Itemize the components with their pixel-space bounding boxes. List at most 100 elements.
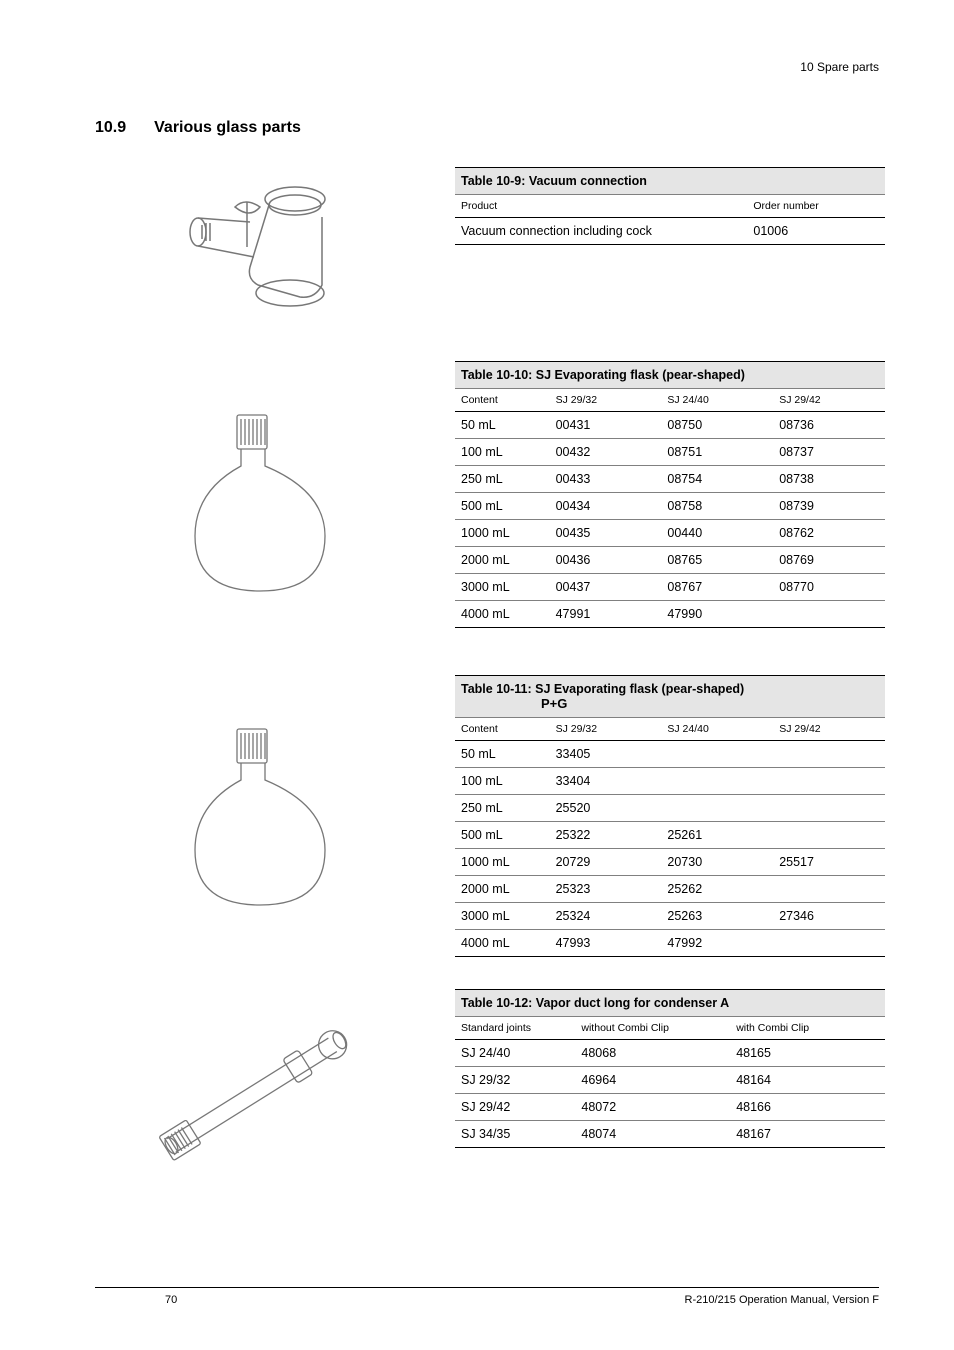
cell: 00440 bbox=[661, 520, 773, 547]
table-row: 50 mL004310875008736 bbox=[455, 412, 885, 439]
cell: SJ 29/42 bbox=[455, 1094, 575, 1121]
table-row: 1000 mL004350044008762 bbox=[455, 520, 885, 547]
cell: 250 mL bbox=[455, 466, 550, 493]
cell: 25261 bbox=[661, 822, 773, 849]
cell: 08738 bbox=[773, 466, 885, 493]
table-row: SJ 29/324696448164 bbox=[455, 1067, 885, 1094]
col-header: Order number bbox=[747, 195, 885, 218]
table-title: Table 10-11: SJ Evaporating flask (pear-… bbox=[455, 676, 885, 718]
table-title: Table 10-9: Vacuum connection bbox=[455, 168, 885, 195]
cell: 500 mL bbox=[455, 822, 550, 849]
cell: SJ 29/32 bbox=[455, 1067, 575, 1094]
cell: 08762 bbox=[773, 520, 885, 547]
col-header: SJ 24/40 bbox=[661, 718, 773, 741]
cell: 00434 bbox=[550, 493, 662, 520]
cell: 48166 bbox=[730, 1094, 885, 1121]
cell: 08750 bbox=[661, 412, 773, 439]
cell: 25324 bbox=[550, 903, 662, 930]
cell bbox=[773, 822, 885, 849]
cell: 50 mL bbox=[455, 412, 550, 439]
cell: 25517 bbox=[773, 849, 885, 876]
cell: 100 mL bbox=[455, 768, 550, 795]
cell: 3000 mL bbox=[455, 903, 550, 930]
table-row: 1000 mL207292073025517 bbox=[455, 849, 885, 876]
section-heading: 10.9Various glass parts bbox=[95, 119, 879, 137]
cell: 00437 bbox=[550, 574, 662, 601]
col-header: Content bbox=[455, 389, 550, 412]
cell: 2000 mL bbox=[455, 876, 550, 903]
cell: 00436 bbox=[550, 547, 662, 574]
cell: 08736 bbox=[773, 412, 885, 439]
cell: 01006 bbox=[747, 218, 885, 245]
cell: 48068 bbox=[575, 1040, 730, 1067]
cell: 00435 bbox=[550, 520, 662, 547]
cell bbox=[661, 741, 773, 768]
col-header: with Combi Clip bbox=[730, 1017, 885, 1040]
cell bbox=[773, 601, 885, 628]
table-10-12: Table 10-12: Vapor duct long for condens… bbox=[455, 989, 885, 1148]
cell: 08751 bbox=[661, 439, 773, 466]
illustration-evap-flask-pg bbox=[95, 675, 425, 965]
cell: 25322 bbox=[550, 822, 662, 849]
cell: 48167 bbox=[730, 1121, 885, 1148]
cell: 25263 bbox=[661, 903, 773, 930]
col-header: SJ 29/32 bbox=[550, 389, 662, 412]
table-row: 250 mL25520 bbox=[455, 795, 885, 822]
cell: Vacuum connection including cock bbox=[455, 218, 747, 245]
table-title: Table 10-12: Vapor duct long for condens… bbox=[455, 990, 885, 1017]
cell: 27346 bbox=[773, 903, 885, 930]
manual-title: R-210/215 Operation Manual, Version F bbox=[685, 1294, 879, 1306]
table-row: 2000 mL004360876508769 bbox=[455, 547, 885, 574]
col-header: Product bbox=[455, 195, 747, 218]
table-row: SJ 29/424807248166 bbox=[455, 1094, 885, 1121]
illustration-vacuum-connection bbox=[95, 167, 425, 337]
col-header: without Combi Clip bbox=[575, 1017, 730, 1040]
cell bbox=[773, 741, 885, 768]
cell: 47993 bbox=[550, 930, 662, 957]
cell: 4000 mL bbox=[455, 601, 550, 628]
cell: 00432 bbox=[550, 439, 662, 466]
cell: 1000 mL bbox=[455, 849, 550, 876]
col-header: SJ 29/42 bbox=[773, 389, 885, 412]
cell: 48074 bbox=[575, 1121, 730, 1148]
table-row: 50 mL33405 bbox=[455, 741, 885, 768]
table-row: SJ 24/404806848165 bbox=[455, 1040, 885, 1067]
col-header: SJ 24/40 bbox=[661, 389, 773, 412]
cell: 00431 bbox=[550, 412, 662, 439]
cell: 46964 bbox=[575, 1067, 730, 1094]
table-row: Vacuum connection including cock 01006 bbox=[455, 218, 885, 245]
cell: 2000 mL bbox=[455, 547, 550, 574]
section-title: Various glass parts bbox=[154, 119, 301, 136]
table-row: 4000 mL4799147990 bbox=[455, 601, 885, 628]
cell: 3000 mL bbox=[455, 574, 550, 601]
cell: 48164 bbox=[730, 1067, 885, 1094]
table-row: 500 mL2532225261 bbox=[455, 822, 885, 849]
cell: 48165 bbox=[730, 1040, 885, 1067]
cell: 47990 bbox=[661, 601, 773, 628]
cell: 33405 bbox=[550, 741, 662, 768]
col-header: Content bbox=[455, 718, 550, 741]
cell: SJ 34/35 bbox=[455, 1121, 575, 1148]
table-row: 2000 mL2532325262 bbox=[455, 876, 885, 903]
table-10-9: Table 10-9: Vacuum connection Product Or… bbox=[455, 167, 885, 245]
table-title: Table 10-10: SJ Evaporating flask (pear-… bbox=[455, 362, 885, 389]
cell bbox=[773, 930, 885, 957]
cell: 00433 bbox=[550, 466, 662, 493]
table-row: 100 mL33404 bbox=[455, 768, 885, 795]
table-row: 250 mL004330875408738 bbox=[455, 466, 885, 493]
cell: 47992 bbox=[661, 930, 773, 957]
illustration-vapor-duct bbox=[95, 989, 425, 1189]
cell: 08754 bbox=[661, 466, 773, 493]
table-10-10: Table 10-10: SJ Evaporating flask (pear-… bbox=[455, 361, 885, 628]
cell: 50 mL bbox=[455, 741, 550, 768]
table-10-11: Table 10-11: SJ Evaporating flask (pear-… bbox=[455, 675, 885, 957]
page-number: 70 bbox=[165, 1294, 177, 1306]
cell: 100 mL bbox=[455, 439, 550, 466]
page-header-breadcrumb: 10 Spare parts bbox=[95, 60, 879, 74]
cell bbox=[773, 795, 885, 822]
page-footer: 70 R-210/215 Operation Manual, Version F bbox=[95, 1287, 879, 1306]
illustration-evap-flask bbox=[95, 361, 425, 651]
col-header: SJ 29/32 bbox=[550, 718, 662, 741]
cell bbox=[661, 768, 773, 795]
cell: 08737 bbox=[773, 439, 885, 466]
